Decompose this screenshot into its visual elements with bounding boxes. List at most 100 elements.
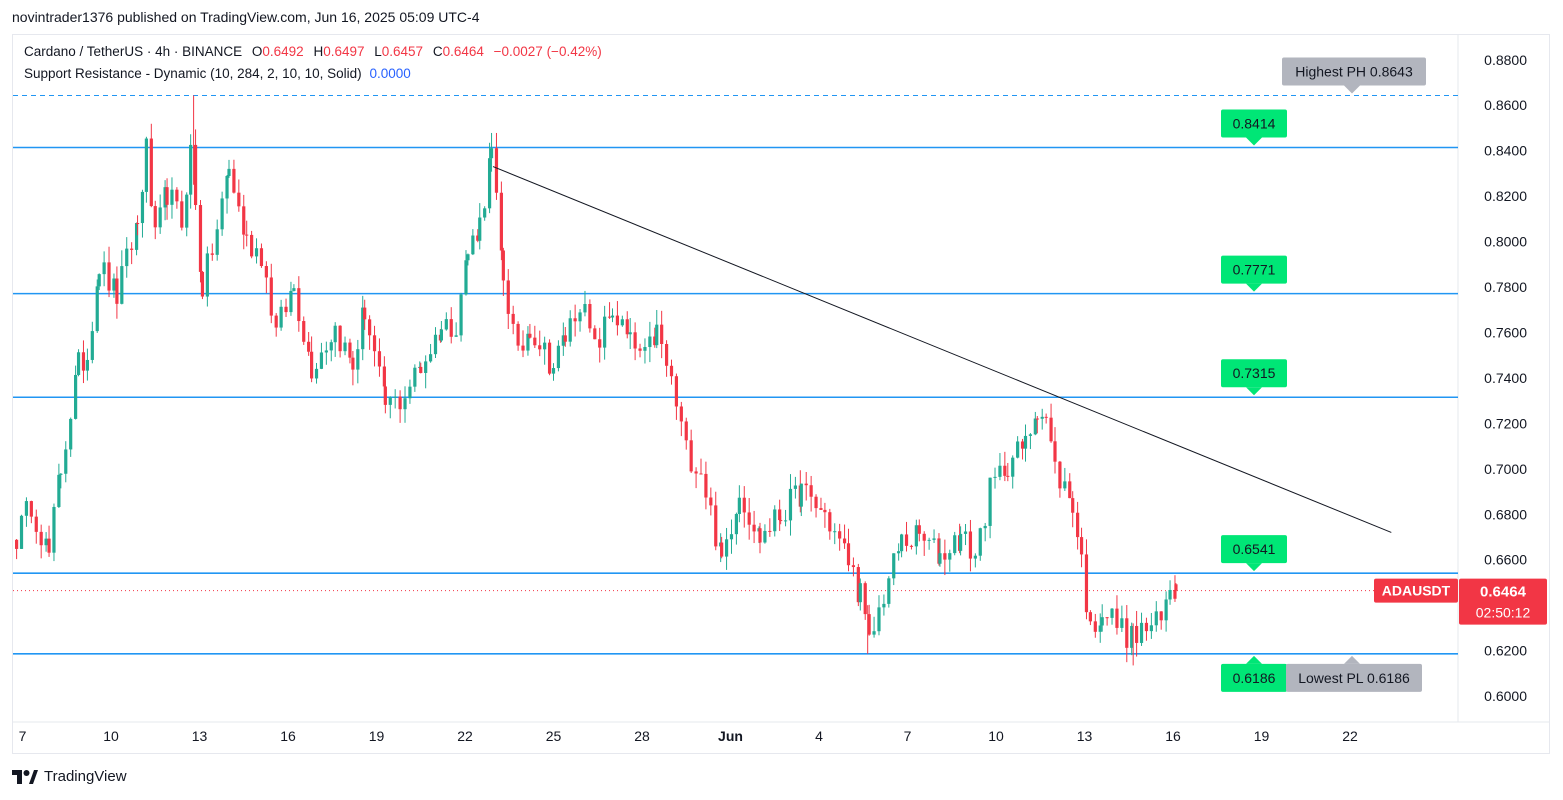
indicator-title[interactable]: Support Resistance - Dynamic (10, 284, 2… — [24, 66, 362, 81]
candle-down — [704, 473, 708, 498]
candle-up — [610, 315, 615, 318]
candle-up — [433, 334, 438, 355]
candle-up — [1139, 622, 1144, 643]
candle-up — [897, 551, 901, 554]
candle-up — [19, 515, 24, 549]
candle-down — [165, 187, 169, 205]
tradingview-logo-icon — [12, 769, 38, 784]
candle-down — [1058, 461, 1062, 489]
level-label-box — [1221, 109, 1287, 138]
candle-up — [1154, 611, 1158, 626]
candle-up — [24, 501, 29, 516]
level-label-pointer — [1246, 283, 1262, 292]
x-tick-label: 25 — [546, 728, 562, 744]
candle-up — [583, 304, 587, 313]
candle-up — [314, 368, 319, 379]
symbol-tag[interactable] — [1374, 578, 1458, 603]
candle-up — [225, 175, 229, 199]
candle-down — [684, 421, 688, 441]
candle-down — [664, 343, 669, 366]
candle-up — [620, 319, 624, 326]
highest-ph-label-text: Highest PH 0.8643 — [1295, 63, 1413, 79]
candle-down — [47, 538, 51, 553]
trend-line[interactable] — [492, 166, 1392, 533]
candle-up — [324, 350, 328, 353]
candle-up — [1033, 418, 1037, 435]
candle-up — [927, 539, 931, 541]
candle-up — [763, 530, 767, 543]
indicator-legend: Support Resistance - Dynamic (10, 284, 2… — [24, 66, 411, 81]
candle-down — [922, 533, 926, 541]
level-label-text: 0.6186 — [1233, 670, 1276, 686]
level-label-box — [1221, 663, 1287, 692]
candle-down — [130, 248, 134, 250]
y-tick-label: 0.8200 — [1484, 188, 1527, 204]
candle-up — [343, 342, 347, 352]
candle-down — [867, 614, 871, 635]
candle-up — [648, 336, 652, 348]
x-tick-label: 7 — [904, 728, 912, 744]
level-label-box — [1221, 255, 1287, 284]
candle-down — [39, 531, 43, 546]
candle-down — [588, 304, 592, 329]
chart-frame — [12, 34, 1550, 754]
candle-down — [198, 205, 203, 272]
candle-down — [528, 333, 532, 338]
change-value: −0.0027 (−0.42%) — [493, 44, 602, 59]
candle-up — [140, 191, 145, 224]
candle-up — [163, 187, 167, 208]
candle-down — [819, 508, 823, 510]
candle-up — [413, 367, 417, 387]
candle-up — [428, 354, 433, 362]
level-label-pointer — [1246, 563, 1262, 572]
x-tick-label: 16 — [1165, 728, 1181, 744]
candle-up — [729, 534, 734, 540]
candle-down — [547, 342, 552, 374]
candle-down — [1044, 416, 1048, 418]
level-label-pointer — [1246, 137, 1262, 146]
candle-down — [29, 501, 33, 517]
candle-up — [64, 449, 68, 474]
x-tick-label: 28 — [634, 728, 650, 744]
candle-down — [302, 321, 306, 342]
candle-down — [674, 376, 679, 407]
candle-down — [828, 512, 832, 532]
candle-down — [499, 192, 503, 251]
level-label-text: 0.6541 — [1233, 541, 1276, 557]
candle-up — [1120, 618, 1124, 628]
candle-up — [993, 476, 997, 478]
candle-up — [724, 539, 729, 557]
x-tick-label: 22 — [1342, 728, 1358, 744]
candle-down — [625, 319, 629, 335]
candle-up — [734, 513, 738, 535]
candle-up — [877, 607, 881, 632]
y-tick-label: 0.7200 — [1484, 415, 1527, 431]
symbol-title[interactable]: Cardano / TetherUS · 4h · BINANCE — [24, 44, 243, 59]
candle-down — [563, 335, 567, 342]
candle-up — [963, 531, 968, 534]
candle-up — [1063, 481, 1067, 489]
level-label: 0.8414 — [1221, 109, 1287, 146]
candle-up — [953, 535, 957, 554]
candle-down — [135, 223, 140, 225]
tradingview-logo[interactable]: TradingView — [12, 768, 127, 785]
candle-up — [793, 485, 797, 489]
candle-up — [799, 483, 803, 507]
y-tick-label: 0.8000 — [1484, 234, 1527, 250]
candle-up — [932, 538, 936, 540]
candle-up — [887, 578, 891, 604]
candle-down — [494, 148, 499, 193]
candle-down — [175, 189, 179, 202]
last-price-text: 0.6464 — [1480, 584, 1527, 601]
candle-down — [15, 539, 19, 549]
level-label: 0.7771 — [1221, 255, 1287, 292]
candle-down — [398, 396, 402, 410]
candle-down — [1125, 618, 1129, 648]
candle-up — [483, 208, 487, 218]
x-tick-label: 10 — [103, 728, 119, 744]
lowest-pl-label-pointer — [1344, 655, 1360, 664]
candle-down — [382, 366, 386, 387]
candle-up — [914, 525, 918, 547]
candle-up — [655, 324, 659, 346]
